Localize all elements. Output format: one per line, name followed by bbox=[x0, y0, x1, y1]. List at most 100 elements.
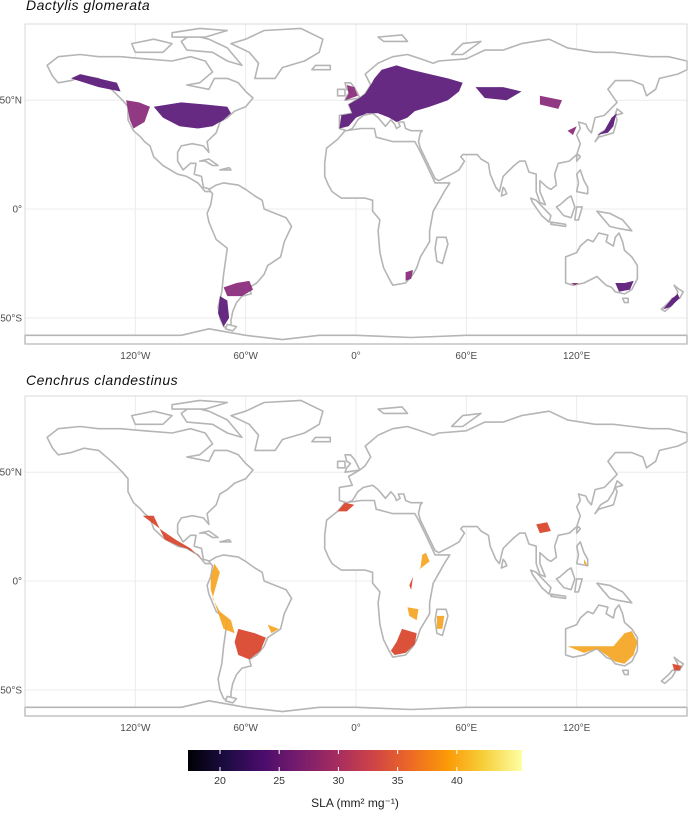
sla-colorbar-legend: 20 25 30 35 40 SLA (mm² mg⁻¹) bbox=[188, 750, 522, 810]
landmass-canadian-arctic-2 bbox=[180, 406, 243, 439]
landmass-philippines bbox=[575, 541, 589, 567]
colorbar-tick-label: 25 bbox=[273, 775, 285, 787]
lat-tick-label: 0° bbox=[12, 205, 22, 216]
range-patch bbox=[210, 563, 235, 634]
range-patch bbox=[596, 113, 618, 135]
panel-title-cenchrus: Cenchrus clandestinus bbox=[26, 372, 179, 388]
landmass-cuba bbox=[198, 530, 219, 539]
lat-tick-label: 50°N bbox=[0, 96, 22, 107]
range-patch bbox=[345, 85, 358, 101]
landmass-scandinavia-islands bbox=[377, 406, 409, 415]
range-patch bbox=[337, 502, 355, 512]
range-patch bbox=[405, 270, 413, 281]
range-patch bbox=[615, 280, 634, 292]
range-patch bbox=[672, 663, 682, 671]
range-patch bbox=[536, 522, 551, 534]
lat-tick-label: 50°S bbox=[0, 313, 22, 324]
landmass-sumatra bbox=[529, 197, 552, 223]
landmass-canadian-arctic-2 bbox=[180, 34, 243, 67]
range-patch bbox=[153, 102, 231, 129]
lon-tick-label: 120°E bbox=[563, 723, 591, 734]
lat-tick-label: 50°N bbox=[0, 468, 22, 479]
range-patch bbox=[234, 628, 266, 660]
landmass-new-guinea bbox=[596, 210, 633, 232]
landmass-north-america bbox=[46, 425, 254, 565]
landmass-java bbox=[550, 221, 567, 228]
colorbar bbox=[188, 750, 522, 771]
lon-tick-label: 60°E bbox=[455, 723, 477, 734]
landmass-ireland bbox=[336, 460, 346, 469]
landmass-north-america bbox=[46, 53, 254, 193]
landmass-britain bbox=[344, 454, 361, 473]
range-patch bbox=[436, 615, 445, 629]
landmass-sulawesi bbox=[574, 206, 583, 221]
colorbar-tick-label: 20 bbox=[214, 775, 226, 787]
colorbar-tick-label: 35 bbox=[392, 775, 404, 787]
landmass-sri-lanka bbox=[500, 558, 508, 569]
range-patch bbox=[567, 631, 638, 664]
legend-title: SLA (mm² mg⁻¹) bbox=[311, 796, 399, 810]
landmass-australia bbox=[564, 232, 639, 295]
lon-tick-label: 120°W bbox=[120, 723, 151, 734]
landmass-java bbox=[550, 593, 567, 600]
panel-title-dactylis: Dactylis glomerata bbox=[26, 0, 151, 13]
landmass-iceland bbox=[311, 64, 332, 71]
coastlines bbox=[24, 399, 688, 717]
lon-tick-label: 120°W bbox=[120, 351, 151, 362]
landmass-tierra-del-fuego bbox=[224, 323, 238, 332]
map-cenchrus-clandestinus: 50°N 0° 50°S 120°W 60°W 0° 60°E 120°E bbox=[0, 395, 688, 734]
landmass-sumatra bbox=[529, 569, 552, 595]
range-patch bbox=[475, 87, 522, 101]
range-patch bbox=[126, 100, 150, 129]
range-patch bbox=[539, 95, 562, 109]
landmass-greenland bbox=[230, 399, 324, 452]
species-range bbox=[71, 65, 680, 327]
lat-tick-label: 50°S bbox=[0, 685, 22, 696]
landmass-madagascar bbox=[434, 236, 449, 265]
landmass-japan bbox=[594, 480, 624, 515]
landmass-south-america bbox=[206, 554, 293, 702]
landmass-new-guinea bbox=[596, 582, 633, 604]
lon-tick-label: 60°W bbox=[233, 723, 258, 734]
range-patch bbox=[407, 607, 419, 621]
lon-tick-label: 0° bbox=[351, 723, 361, 734]
landmass-eurasia bbox=[338, 410, 688, 578]
landmass-ireland bbox=[336, 88, 346, 97]
landmass-sri-lanka bbox=[500, 186, 508, 197]
landmass-canadian-arctic-3 bbox=[171, 399, 229, 410]
lon-tick-label: 60°W bbox=[233, 351, 258, 362]
lat-tick-label: 0° bbox=[12, 577, 22, 588]
landmass-iceland bbox=[311, 436, 332, 443]
range-patch bbox=[409, 576, 413, 590]
range-patch bbox=[567, 126, 577, 135]
landmass-tasmania bbox=[621, 669, 629, 676]
range-patch bbox=[418, 552, 430, 571]
landmass-philippines bbox=[575, 169, 589, 195]
landmass-taiwan bbox=[575, 153, 582, 162]
landmass-scandinavia-islands bbox=[377, 34, 409, 43]
lon-tick-label: 60°E bbox=[455, 351, 477, 362]
landmass-borneo bbox=[555, 567, 576, 591]
range-patch bbox=[218, 296, 230, 327]
map-dactylis-glomerata: 50°N 0° 50°S 120°W 60°W 0° 60°E 120°E bbox=[0, 23, 688, 362]
landmass-new-zealand-south bbox=[660, 669, 677, 685]
landmass-africa bbox=[323, 127, 451, 286]
landmass-canadian-arctic-1 bbox=[130, 38, 173, 54]
landmass-canadian-arctic-1 bbox=[130, 410, 173, 426]
landmass-greenland bbox=[230, 27, 324, 80]
landmass-tierra-del-fuego bbox=[224, 695, 238, 704]
landmass-hispaniola bbox=[219, 538, 232, 543]
range-patch bbox=[663, 293, 680, 310]
landmass-novaya-zemlya bbox=[450, 40, 482, 56]
colorbar-tick-label: 30 bbox=[333, 775, 345, 787]
landmass-canadian-arctic-3 bbox=[171, 27, 229, 38]
range-patch bbox=[584, 559, 588, 566]
landmass-tasmania bbox=[621, 297, 629, 304]
landmass-africa bbox=[323, 499, 451, 658]
colorbar-ticks: 20 25 30 35 40 bbox=[214, 750, 463, 787]
range-patch bbox=[267, 624, 279, 634]
lon-tick-label: 0° bbox=[351, 351, 361, 362]
range-patch bbox=[571, 283, 579, 286]
range-patch bbox=[223, 280, 253, 297]
landmass-sulawesi bbox=[574, 578, 583, 593]
